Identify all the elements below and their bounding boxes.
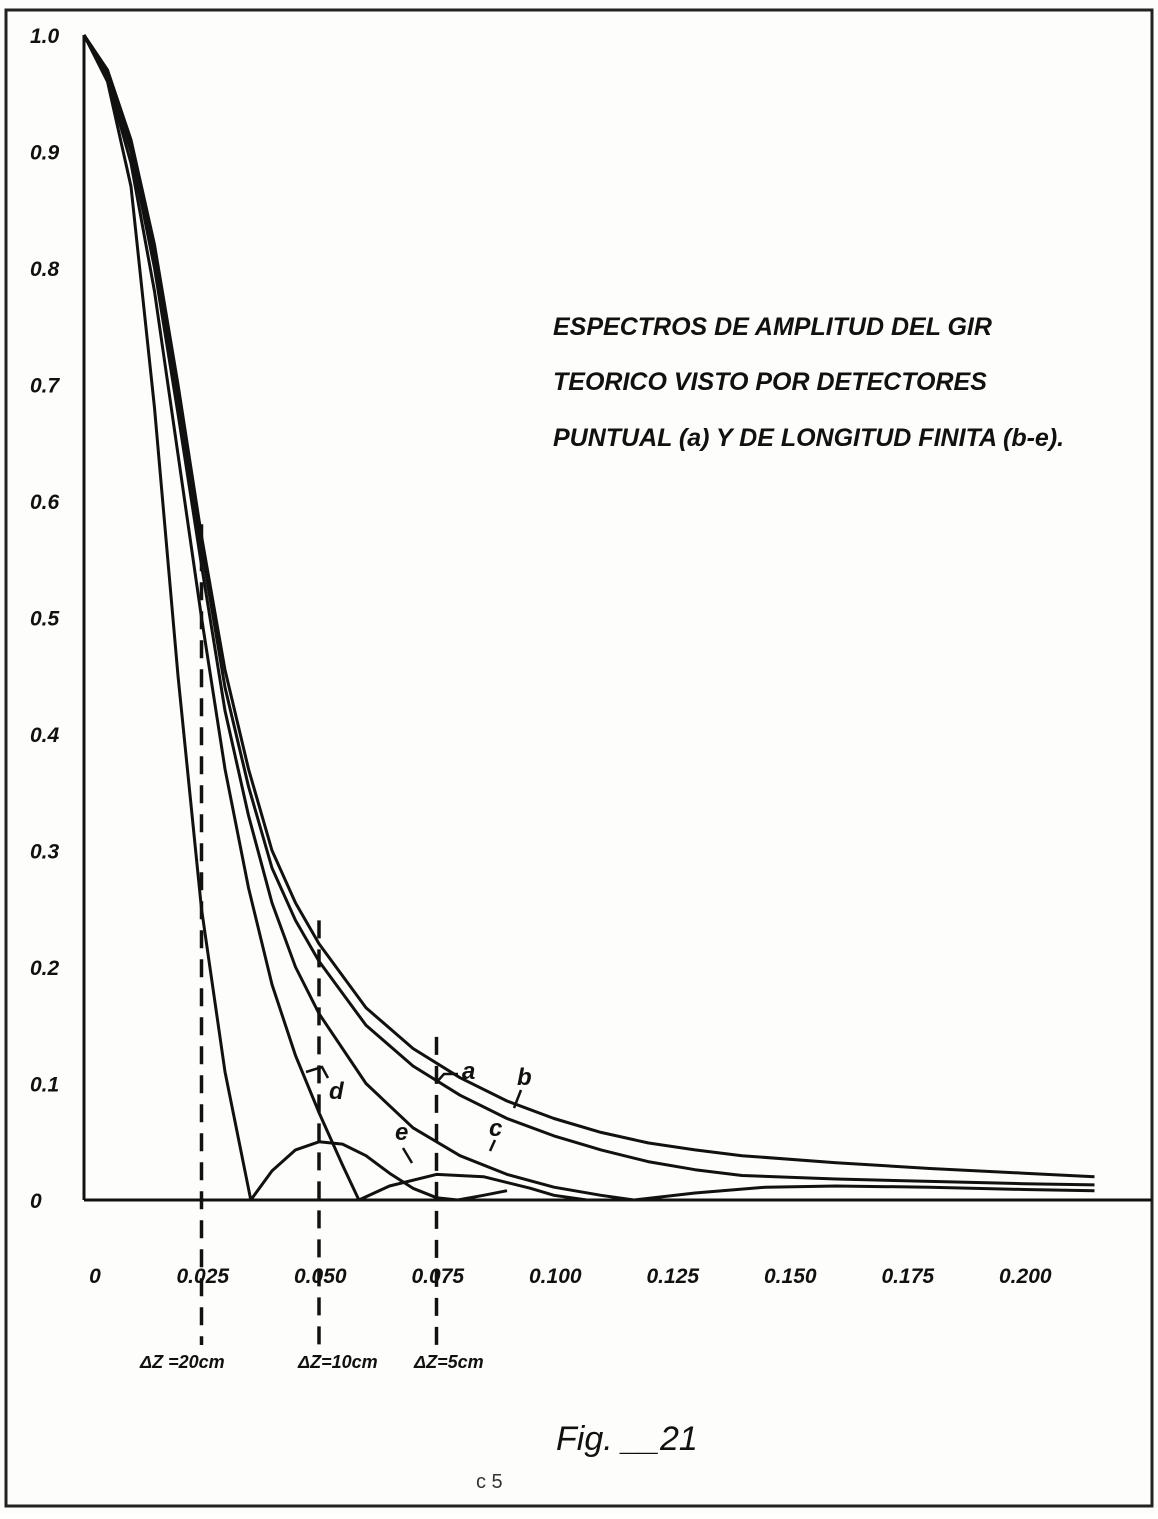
x-tick-label: 0.025 [177, 1265, 230, 1288]
curve-d-leader [305, 1065, 330, 1079]
cutoff-group [199, 524, 439, 1345]
y-tick-label: 0.1 [30, 1074, 59, 1097]
curve-label-a: a [462, 1058, 475, 1085]
curve-c [82, 34, 1095, 1202]
curve-b-leader [512, 1089, 523, 1109]
chart-title-line-2: TEORICO VISTO POR DETECTORES [553, 368, 987, 396]
cutoff-label-10cm: ΔZ=10cm [297, 1352, 378, 1372]
curve-label-d: d [329, 1078, 345, 1105]
curve-c-leader [488, 1139, 497, 1152]
x-tick-labels: 0 0.025 0.050 0.075 0.100 0.125 0.150 0.175 0.20… [89, 1265, 1052, 1288]
x-tick-label: 0.125 [647, 1265, 700, 1288]
y-tick-label: 1.0 [30, 25, 60, 48]
curve-b [82, 34, 1095, 1187]
y-tick-label: 0.7 [30, 375, 61, 398]
x-tick-label: 0.075 [412, 1265, 465, 1288]
y-tick-label: 0.9 [30, 142, 60, 165]
y-tick-label: 0.6 [30, 491, 60, 514]
curve-label-b: b [517, 1064, 532, 1091]
curve-label-c: c [489, 1115, 502, 1142]
x-tick-label: 0.150 [764, 1265, 817, 1288]
y-tick-label: 0.5 [30, 608, 60, 631]
chart-title-line-1: ESPECTROS DE AMPLITUD DEL GIR [553, 313, 992, 341]
x-tick-label: 0 [89, 1265, 101, 1288]
curve-e-leader [401, 1147, 414, 1164]
y-tick-label: 0 [30, 1190, 42, 1213]
cutoff-label-20cm: ΔZ =20cm [139, 1352, 225, 1372]
figure-caption: Fig. __21 [556, 1420, 698, 1458]
page-number: c 5 [476, 1471, 503, 1493]
x-tick-label: 0.050 [294, 1265, 347, 1288]
y-tick-label: 0.2 [30, 957, 60, 980]
cutoff-label-5cm: ΔZ=5cm [413, 1352, 484, 1372]
chart-title-line-3: PUNTUAL (a) Y DE LONGITUD FINITA (b-e). [553, 424, 1064, 452]
y-tick-label: 0.4 [30, 724, 60, 747]
y-tick-label: 0.3 [30, 841, 60, 864]
y-tick-label: 0.8 [30, 258, 60, 281]
curve-label-e: e [395, 1119, 408, 1146]
y-tick-labels: 0 0.1 0.2 0.3 0.4 0.5 0.6 0.7 0.8 0.9 1.0 [30, 25, 61, 1213]
curve-d [82, 34, 588, 1202]
page-frame [4, 8, 1154, 1508]
x-tick-label: 0.175 [882, 1265, 935, 1288]
x-tick-label: 0.200 [999, 1265, 1052, 1288]
curve-a [82, 34, 1095, 1179]
x-tick-label: 0.100 [529, 1265, 582, 1288]
curve-group [82, 34, 1095, 1202]
curve-a-leader [435, 1072, 458, 1084]
